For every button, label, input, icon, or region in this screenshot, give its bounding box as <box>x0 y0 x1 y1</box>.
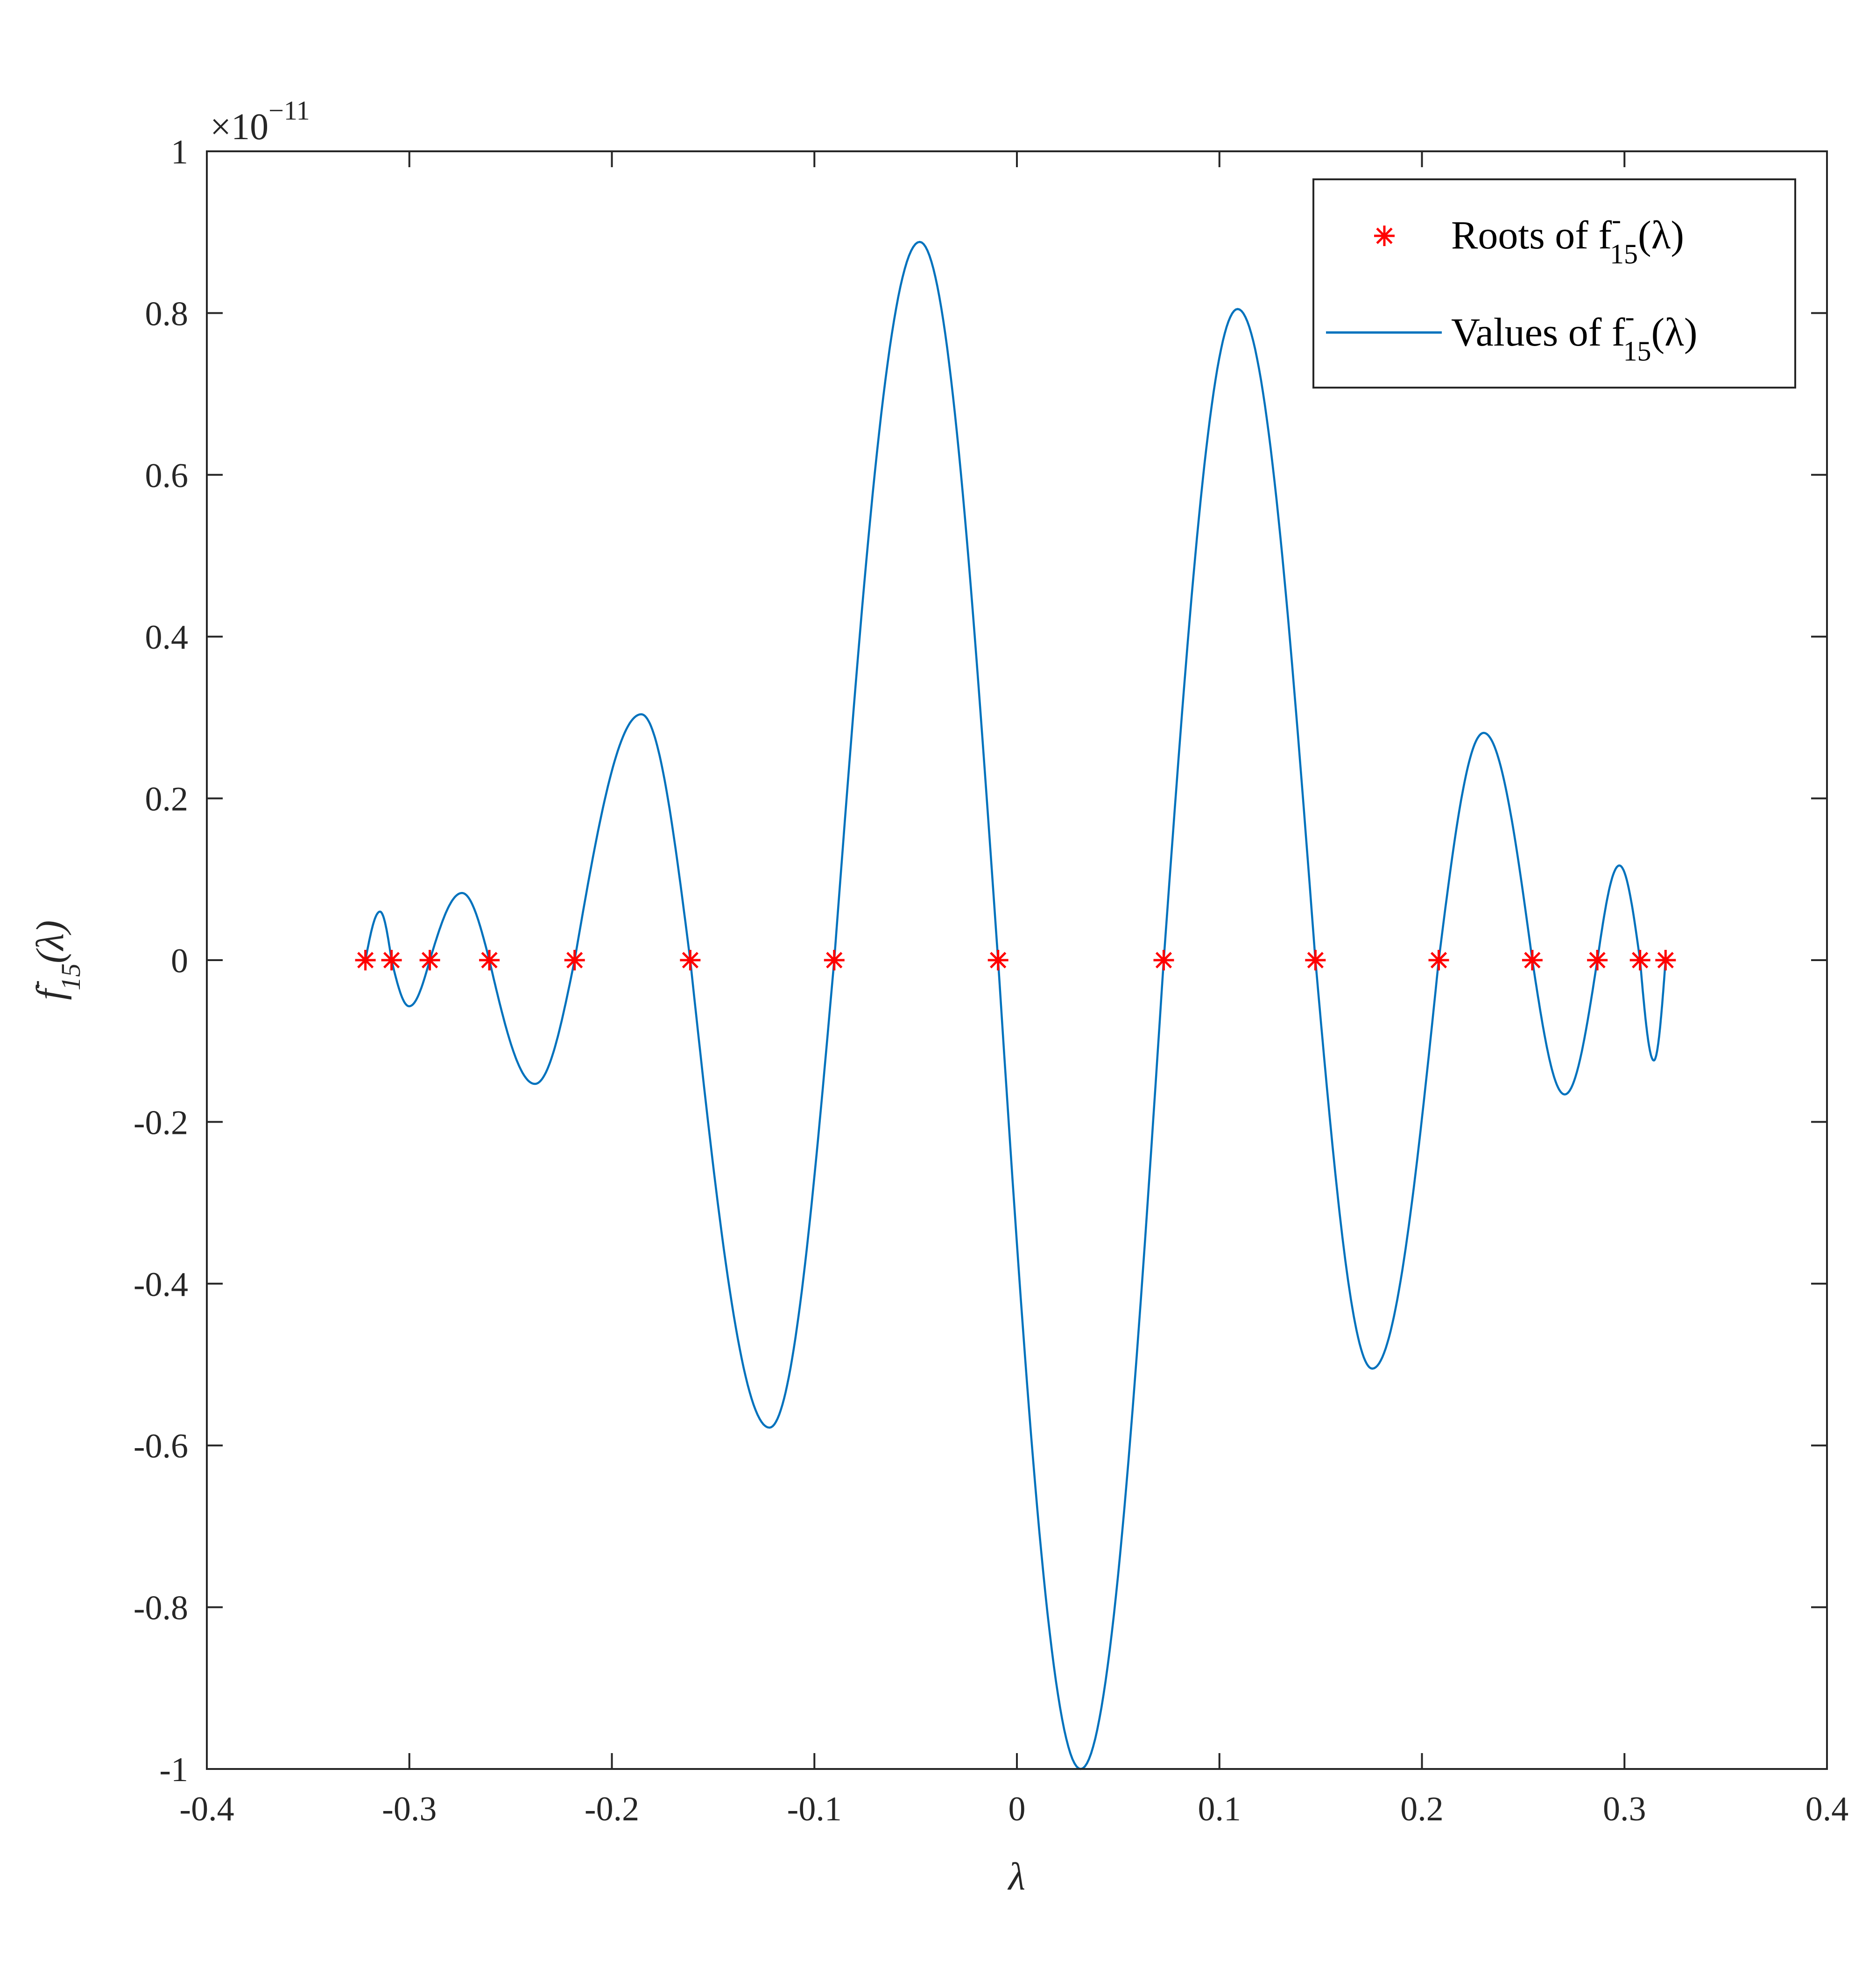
root-marker <box>1428 950 1449 970</box>
legend-box <box>1312 178 1796 389</box>
y-tick-label: -0.4 <box>134 1266 188 1304</box>
legend: Roots of f-15(λ) Values of f-15(λ) <box>1312 178 1796 389</box>
root-marker <box>1655 950 1676 970</box>
root-marker <box>419 950 440 970</box>
root-marker <box>479 950 500 970</box>
roots-layer <box>355 950 1676 970</box>
root-marker <box>1587 950 1608 970</box>
x-tick-label: -0.4 <box>179 1790 234 1828</box>
y-axis-ticks: -1 -0.8 -0.6 -0.4 -0.2 0 0.2 0.4 0.6 0.8 1 <box>134 133 1827 1789</box>
root-marker <box>1305 950 1326 970</box>
y-tick-label: 0.4 <box>145 618 189 657</box>
x-tick-label: -0.3 <box>382 1790 437 1828</box>
y-tick-label: -0.8 <box>134 1589 188 1627</box>
svg-text:f-15(λ): f- 15(λ) <box>20 920 86 1000</box>
root-marker <box>1629 950 1650 970</box>
x-tick-label: 0 <box>1009 1790 1026 1828</box>
legend-values-label: Values of f-15(λ) <box>1451 301 1698 367</box>
y-tick-label: 0.6 <box>145 457 189 495</box>
y-exponent-label: ×10−11 <box>210 95 310 148</box>
legend-asterisk <box>1374 226 1395 246</box>
x-axis-label: λ <box>1007 1855 1025 1898</box>
y-tick-label: 0.8 <box>145 295 189 333</box>
root-marker <box>1153 950 1174 970</box>
legend-roots-label: Roots of f-15(λ) <box>1451 204 1684 269</box>
y-tick-label: -0.2 <box>134 1104 188 1142</box>
root-marker <box>824 950 845 970</box>
y-tick-label: 0 <box>171 942 188 980</box>
root-marker <box>381 950 402 970</box>
y-axis-label: f- 15(λ) <box>20 920 86 1000</box>
y-tick-label: 1 <box>171 133 188 171</box>
x-axis-ticks: -0.4 -0.3 -0.2 -0.1 0 0.1 0.2 0.3 0.4 <box>179 151 1848 1828</box>
y-tick-label: 0.2 <box>145 780 189 819</box>
x-tick-label: 0.1 <box>1198 1790 1241 1828</box>
y-tick-label: -1 <box>159 1751 188 1789</box>
plot-background <box>207 151 1827 1769</box>
x-tick-label: 0.3 <box>1603 1790 1646 1828</box>
x-tick-label: -0.1 <box>787 1790 842 1828</box>
root-marker <box>355 950 376 970</box>
root-marker <box>1522 950 1543 970</box>
root-marker <box>564 950 585 970</box>
x-tick-label: -0.2 <box>585 1790 639 1828</box>
x-tick-label: 0.4 <box>1806 1790 1849 1828</box>
x-tick-label: 0.2 <box>1400 1790 1444 1828</box>
y-tick-label: -0.6 <box>134 1427 188 1465</box>
root-marker <box>987 950 1009 970</box>
root-marker <box>680 950 701 970</box>
legend-roots-marker <box>1374 226 1395 246</box>
